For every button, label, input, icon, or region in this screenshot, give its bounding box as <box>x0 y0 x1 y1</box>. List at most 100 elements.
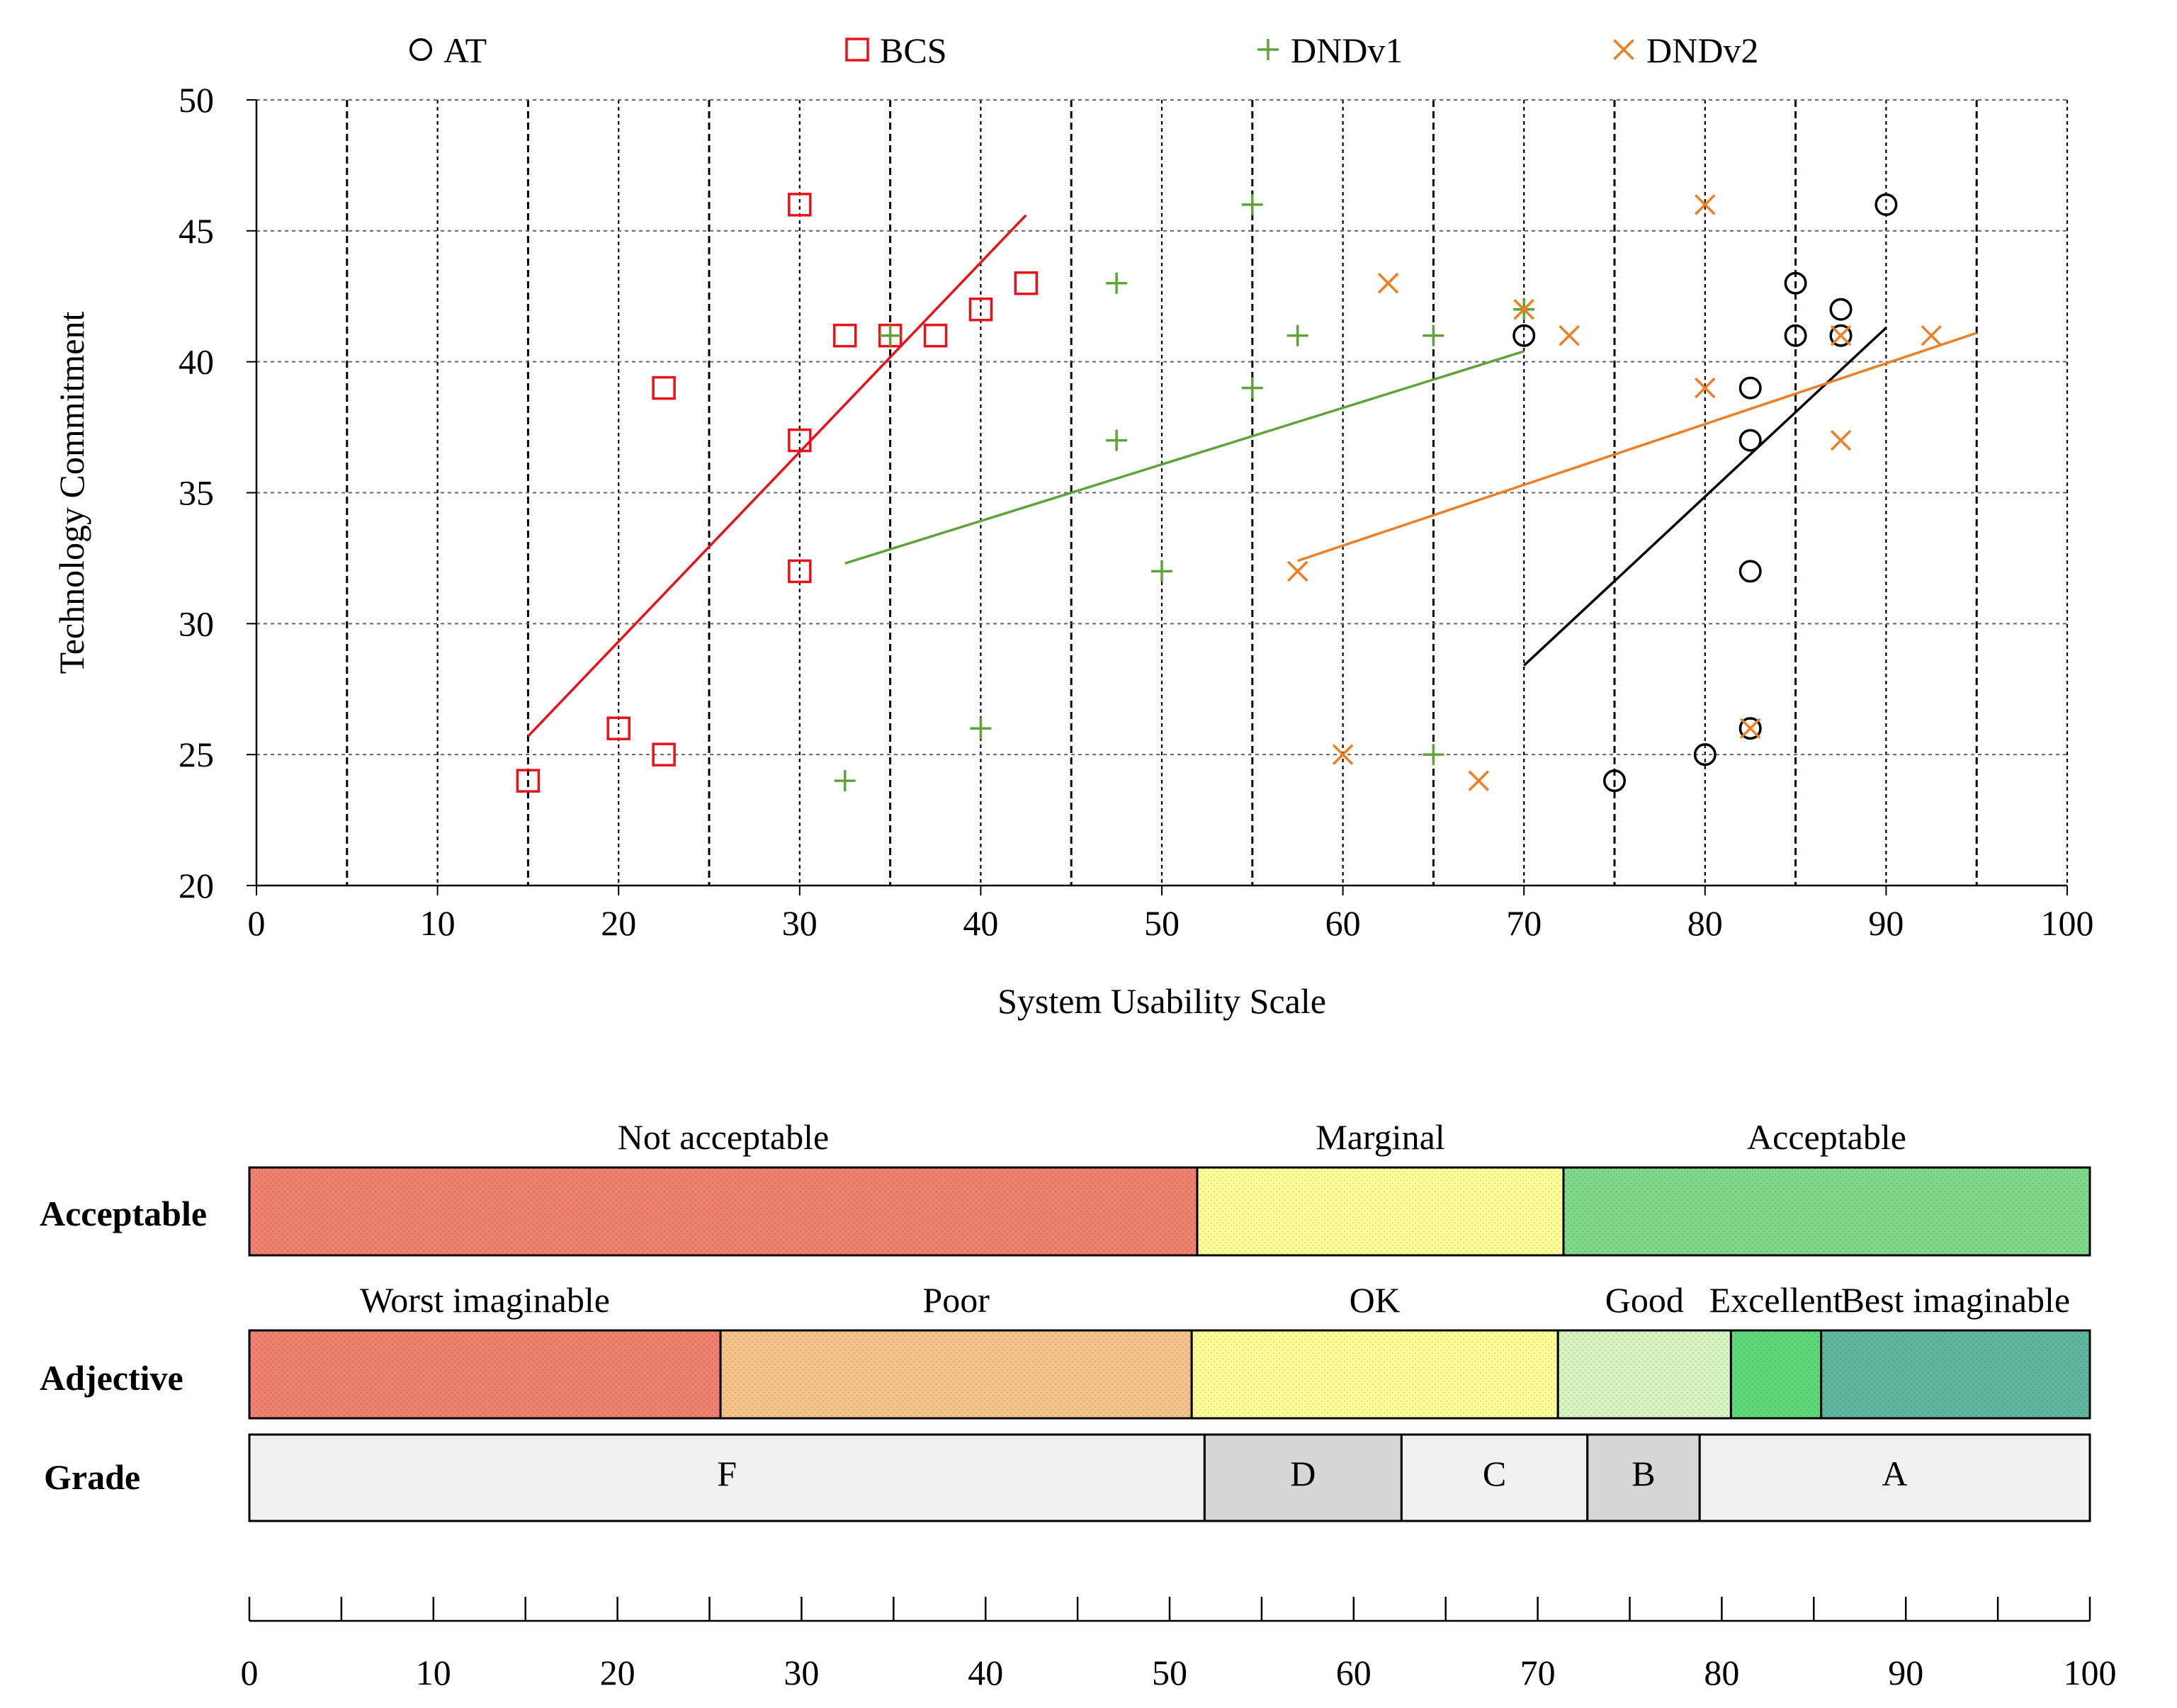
data-point <box>1014 271 1039 295</box>
scale-segment-texture <box>249 1330 721 1418</box>
marker-shape <box>1784 271 1807 295</box>
scale-row-acceptable: Acceptable Not acceptable Marginal Acceptab… <box>40 1117 2091 1257</box>
legend-item-dndv2: DNDv2 <box>1613 30 1758 70</box>
x-tick-label: 70 <box>1506 903 1542 943</box>
ruler-label: 0 <box>241 1653 259 1692</box>
data-point <box>970 718 992 740</box>
marker-shape <box>1738 376 1762 400</box>
data-point <box>832 323 857 348</box>
ruler-label: 90 <box>1888 1653 1923 1692</box>
scale-segment-label: Worst imaginable <box>360 1280 610 1320</box>
marker-shape <box>1739 718 1761 739</box>
scale-segment-label: Excellent <box>1709 1280 1843 1320</box>
legend-item-bcs: BCS <box>845 30 947 70</box>
ruler-label: 50 <box>1152 1653 1187 1692</box>
scale-segment-label: OK <box>1350 1280 1401 1320</box>
data-point <box>1738 560 1762 583</box>
data-point <box>923 323 948 348</box>
data-point <box>1151 560 1172 582</box>
scale-segment-texture <box>1563 1167 2090 1255</box>
marker-shape <box>1695 194 1716 215</box>
marker-shape <box>652 742 676 767</box>
data-point <box>1377 273 1399 294</box>
data-point <box>1921 324 1943 346</box>
x-axis-title: System Usability Scale <box>997 981 1326 1021</box>
trendline-bcs <box>527 214 1027 737</box>
marker-shape <box>788 428 812 453</box>
marker-shape <box>1829 324 1853 347</box>
scale-segment <box>1698 1433 2091 1522</box>
data-point <box>788 193 812 217</box>
trendline-dndv2 <box>1297 332 1977 562</box>
data-point <box>1287 324 1308 346</box>
legend-marker <box>1613 39 1634 60</box>
x-tick-label: 80 <box>1687 903 1723 943</box>
sus-rating-scales: Acceptable Not acceptable Marginal Acceptab… <box>40 1117 2117 1692</box>
data-point <box>1241 193 1263 215</box>
data-point <box>1738 376 1762 400</box>
ruler-label: 20 <box>600 1653 635 1692</box>
scale-segment-texture <box>1731 1330 1821 1418</box>
x-tick-label: 90 <box>1868 903 1904 943</box>
ruler-label: 80 <box>1704 1653 1739 1692</box>
data-point <box>1738 717 1762 740</box>
legend-marker <box>409 38 432 61</box>
scale-ruler: 0 10 20 30 40 50 60 70 80 90 100 <box>241 1597 2117 1692</box>
legend-label: DNDv2 <box>1646 30 1758 70</box>
y-tick-label: 25 <box>179 735 214 774</box>
scale-row-adjective: Adjective Worst imaginable Poor OK Good Excel… <box>40 1280 2091 1420</box>
marker-shape <box>1875 193 1898 216</box>
legend-label: DNDv1 <box>1291 30 1403 70</box>
scale-segment <box>1203 1433 1403 1522</box>
scale-segment-texture <box>720 1330 1192 1418</box>
scale-segment-label: Good <box>1605 1280 1684 1320</box>
scale-segment-label: Poor <box>922 1280 990 1320</box>
marker-shape <box>516 769 541 793</box>
marker-shape <box>606 716 631 740</box>
data-point <box>1106 429 1128 451</box>
data-point <box>1875 193 1898 216</box>
scale-row-label: Adjective <box>40 1358 183 1398</box>
legend-label: AT <box>443 30 487 70</box>
data-point <box>879 324 901 346</box>
grade-label: A <box>1882 1454 1908 1493</box>
marker-shape <box>1468 770 1490 791</box>
legend-marker <box>1257 39 1279 60</box>
marker-shape <box>1830 324 1852 346</box>
data-point <box>1513 298 1534 320</box>
data-point <box>1830 324 1852 346</box>
x-tick-label: 10 <box>420 903 456 943</box>
grade-label: F <box>717 1454 737 1493</box>
trendline-dndv1 <box>844 350 1525 565</box>
data-point <box>1423 744 1444 766</box>
y-tick-label: 45 <box>179 211 214 251</box>
data-point <box>1241 377 1263 399</box>
scale-row-grade: Grade F D C B A <box>44 1433 2091 1522</box>
data-point <box>1512 324 1536 347</box>
ruler-label: 30 <box>784 1653 819 1692</box>
scale-segment-texture <box>249 1167 1197 1255</box>
ruler-label: 70 <box>1520 1653 1556 1692</box>
scale-row-label: Grade <box>44 1457 140 1497</box>
marker-shape <box>1738 429 1762 452</box>
data-point <box>1830 429 1852 451</box>
scale-segment <box>1400 1433 1589 1522</box>
data-point <box>1829 324 1853 347</box>
marker-shape <box>968 297 993 322</box>
data-point <box>1332 744 1354 765</box>
data-point <box>1695 377 1716 399</box>
data-point <box>834 770 856 792</box>
marker-shape <box>1332 744 1354 765</box>
marker-shape <box>1559 324 1580 346</box>
data-point <box>1468 770 1490 791</box>
ruler-label: 10 <box>416 1653 451 1692</box>
legend-item-dndv1: DNDv1 <box>1257 30 1403 70</box>
marker-shape <box>1830 429 1852 451</box>
legend-marker <box>845 38 869 62</box>
data-point <box>1693 743 1717 767</box>
marker-shape <box>1693 743 1717 767</box>
ruler-label: 60 <box>1336 1653 1372 1692</box>
series-at <box>1512 193 1898 793</box>
marker-shape <box>1603 769 1626 793</box>
x-tick-label: 100 <box>2041 903 2094 943</box>
